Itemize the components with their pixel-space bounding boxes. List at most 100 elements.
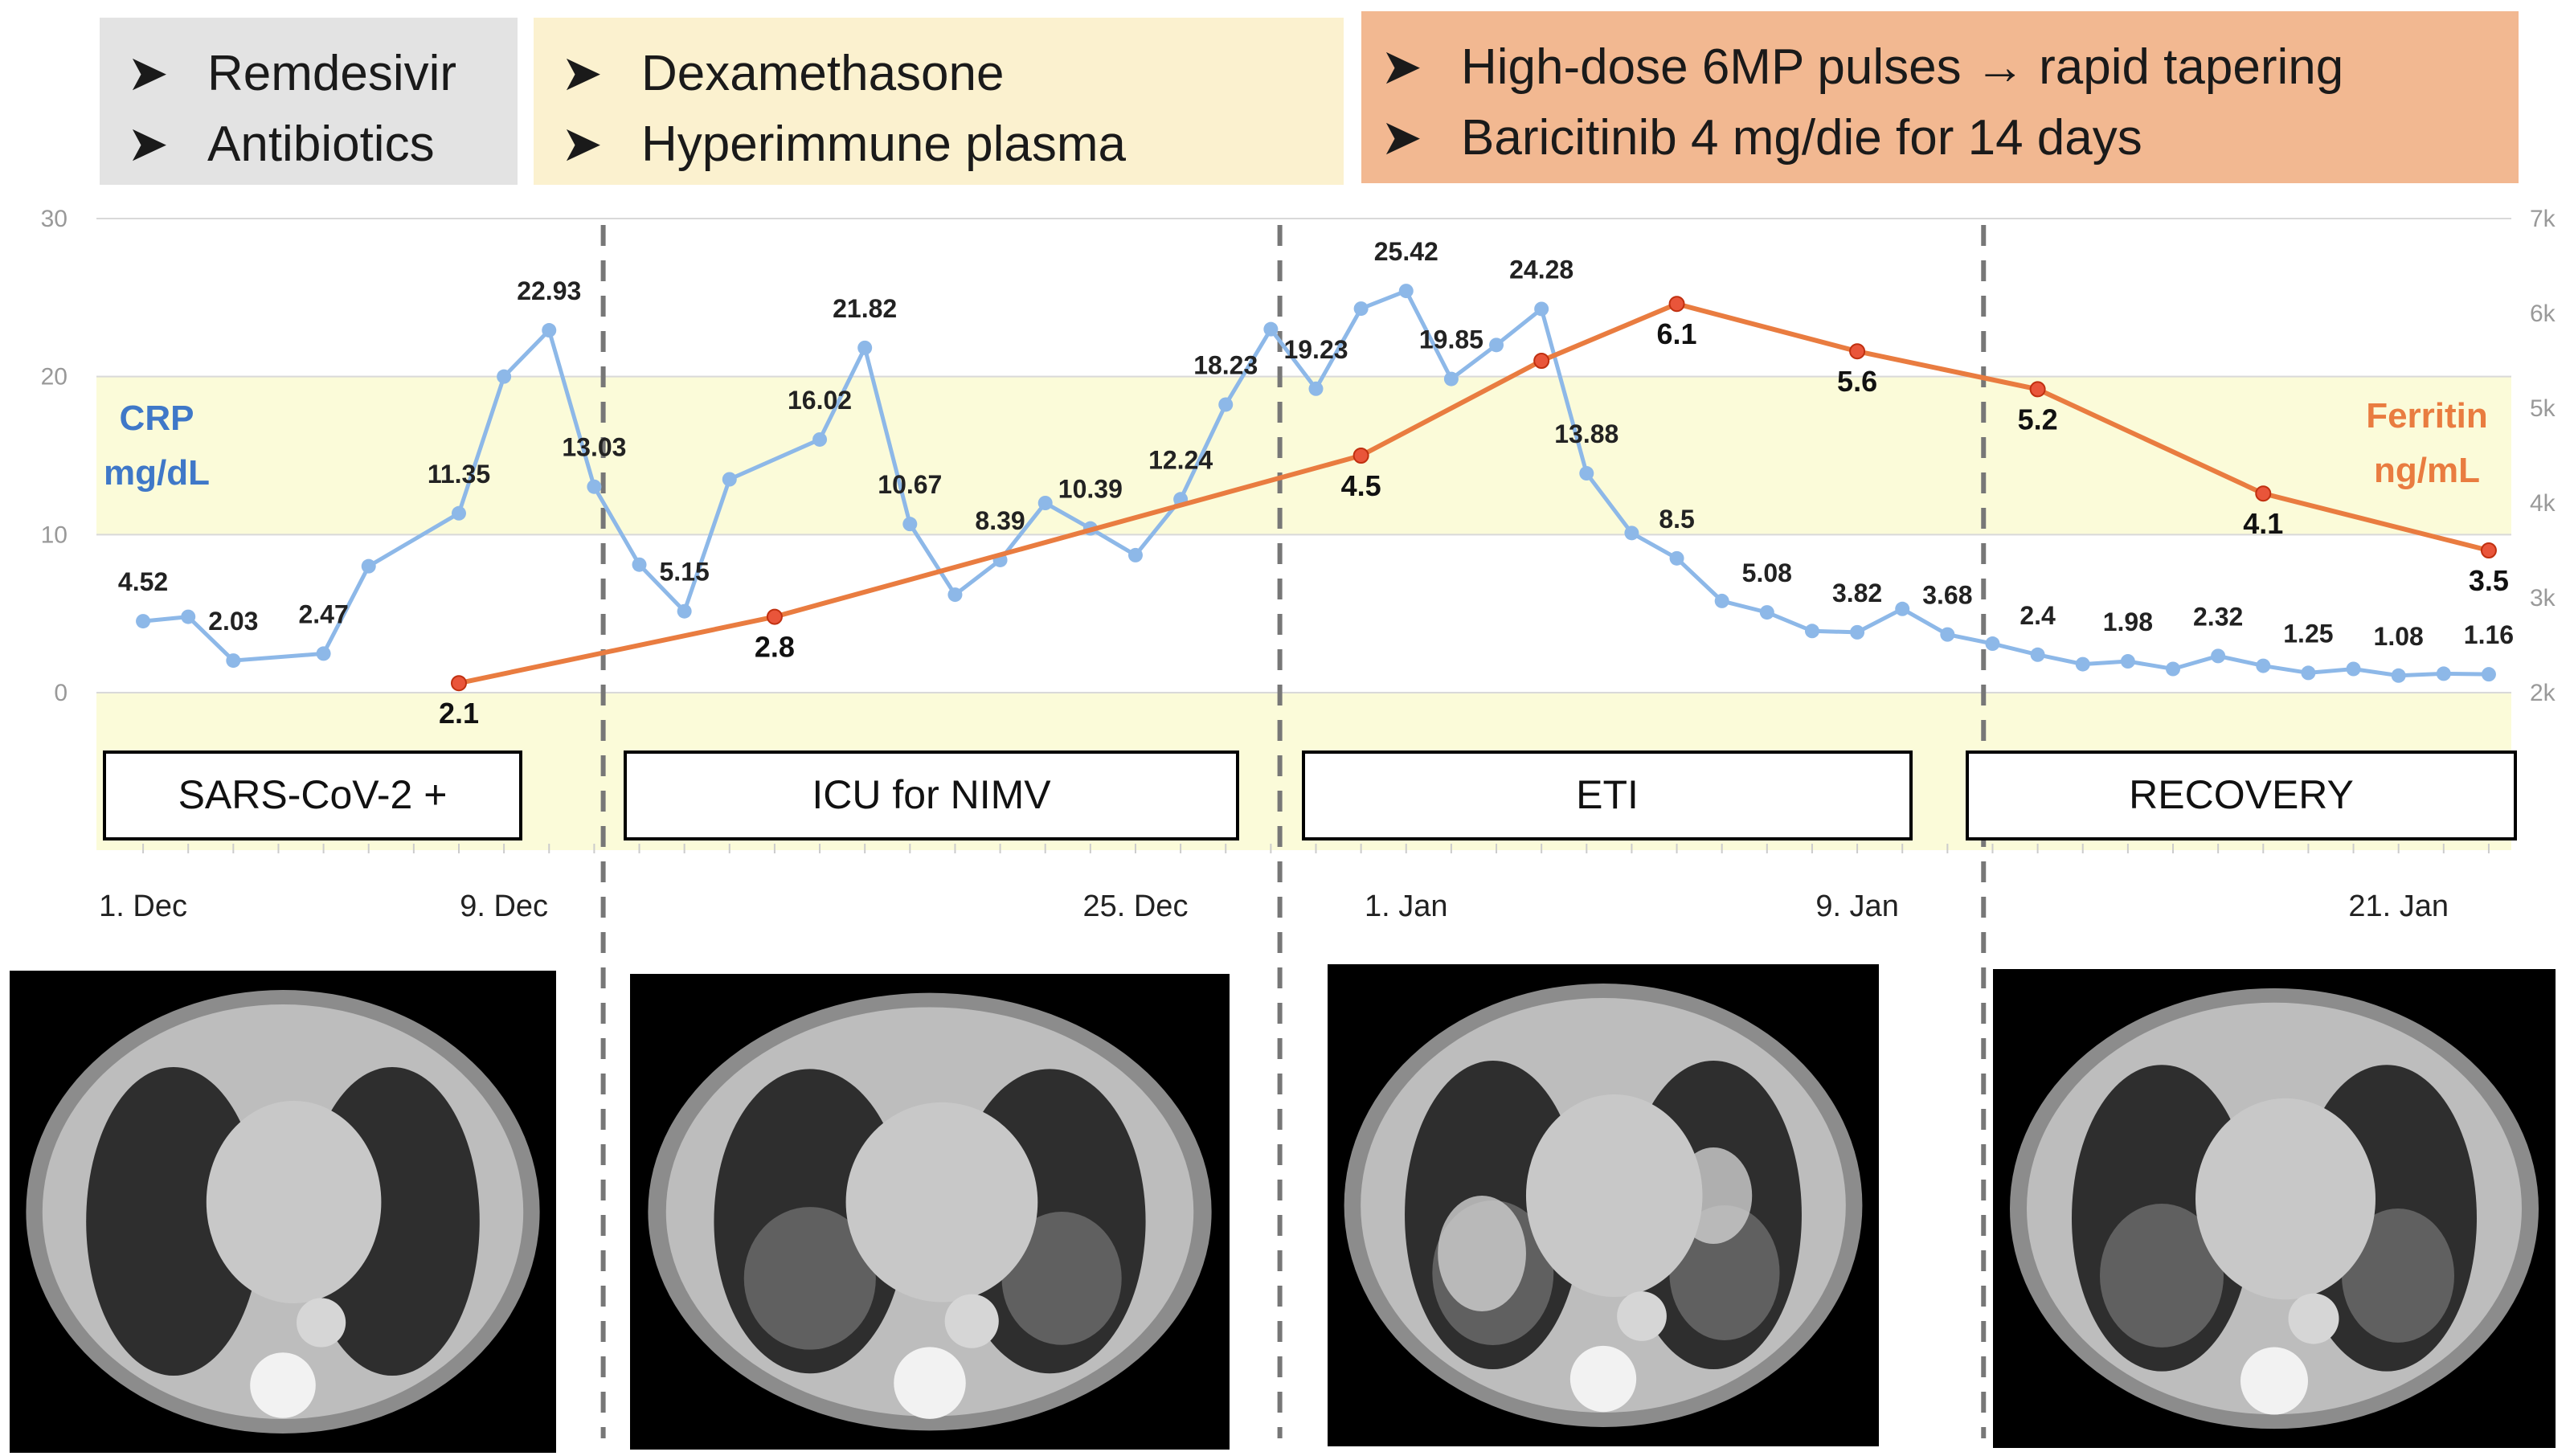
crp-data-label: 1.16	[2464, 620, 2514, 649]
crp-data-label: 24.28	[1509, 255, 1573, 284]
crp-point	[542, 323, 557, 338]
ferritin-point	[766, 608, 783, 625]
heart	[1525, 1094, 1703, 1297]
arrowhead-bullet-icon: ➤	[1381, 39, 1422, 95]
phase-box	[1302, 750, 1913, 840]
crp-data-label: 8.39	[975, 506, 1025, 535]
consolidation	[1438, 1196, 1526, 1311]
crp-data-label: 1.25	[2283, 619, 2333, 648]
ferritin-data-label: 5.2	[2018, 403, 2058, 436]
treatment-box-1: ➤ Remdesivir ➤ Antibiotics	[100, 18, 518, 185]
crp-point	[1489, 337, 1504, 353]
ferritin-data-label: 2.8	[755, 631, 795, 664]
crp-point	[136, 614, 151, 629]
crp-point	[1127, 547, 1143, 562]
x-axis-tick-label: 1. Dec	[99, 890, 187, 923]
crp-point	[812, 431, 828, 447]
arrowhead-bullet-icon: ➤	[561, 46, 603, 101]
phase-label: ICU for NIMV	[812, 772, 1051, 817]
crp-point	[1624, 526, 1639, 541]
treatment-item: ➤ Dexamethasone	[561, 39, 1344, 109]
crp-point	[361, 558, 376, 574]
aorta	[2288, 1293, 2339, 1344]
crp-point	[2120, 654, 2135, 669]
ct-scan-image-3	[1328, 964, 1879, 1446]
crp-point	[2301, 665, 2316, 681]
crp-point	[451, 505, 466, 521]
crp-data-label: 21.82	[833, 294, 897, 323]
crp-point	[947, 587, 963, 603]
arrowhead-bullet-icon: ➤	[1381, 110, 1422, 166]
ct-scan-image-2	[630, 974, 1230, 1450]
phase-box	[624, 750, 1239, 840]
crp-point	[1850, 624, 1865, 640]
crp-point	[587, 479, 602, 494]
crp-data-label: 10.39	[1058, 475, 1123, 504]
crp-point	[2391, 668, 2406, 683]
right-axis-tick-label: 6k	[2530, 301, 2556, 327]
crp-data-label: 18.23	[1193, 350, 1258, 379]
crp-data-label: 13.03	[562, 433, 626, 462]
aorta	[1617, 1291, 1667, 1341]
crp-point	[1669, 550, 1684, 566]
ferritin-point	[2029, 381, 2046, 398]
crp-point	[316, 646, 331, 661]
ferritin-axis-label: Ferritin	[2366, 396, 2488, 436]
crp-point	[1308, 381, 1324, 396]
heart	[2195, 1098, 2376, 1300]
ferritin-point	[1533, 353, 1550, 369]
crp-data-label: 10.67	[878, 470, 942, 499]
crp-point	[1759, 605, 1774, 620]
ct-scan-lung-image	[26, 990, 540, 1434]
reference-band-upper	[96, 376, 2511, 535]
phase-label: ETI	[1576, 772, 1639, 817]
phase-label: SARS-CoV-2 +	[178, 772, 448, 817]
crp-data-label: 2.4	[2020, 601, 2056, 630]
spine	[1569, 1345, 1637, 1413]
crp-data-label: 1.08	[2374, 622, 2424, 651]
spine	[250, 1352, 316, 1418]
right-axis-tick-label: 5k	[2530, 395, 2556, 422]
crp-series-line	[142, 288, 2489, 678]
crp-point	[632, 557, 647, 572]
ferritin-point	[2480, 542, 2497, 558]
ferritin-data-label: 4.1	[2243, 507, 2283, 540]
crp-data-label: 25.42	[1374, 237, 1438, 266]
ferritin-point	[1352, 448, 1369, 464]
crp-point	[2211, 648, 2226, 664]
crp-data-label: 3.82	[1832, 579, 1882, 607]
crp-data-label: 4.52	[118, 567, 168, 596]
crp-point	[722, 472, 737, 487]
crp-point	[1263, 321, 1279, 337]
ferritin-axis-label: ng/mL	[2374, 451, 2480, 490]
ferritin-point	[2255, 485, 2272, 502]
phase-box	[1966, 750, 2517, 840]
spine	[2240, 1347, 2308, 1415]
crp-point	[1218, 397, 1234, 412]
crp-point	[497, 369, 512, 384]
crp-data-label: 2.03	[208, 607, 258, 636]
left-axis-tick-label: 30	[41, 206, 68, 232]
ferritin-data-label: 5.6	[1837, 365, 1877, 398]
crp-axis-label: CRP	[120, 399, 194, 438]
crp-data-label: 12.24	[1148, 445, 1213, 474]
ground-glass-opacity	[2100, 1204, 2224, 1348]
ct-scan-image-1	[10, 971, 556, 1453]
x-axis-tick-label: 21. Jan	[2348, 890, 2449, 923]
arrowhead-bullet-icon: ➤	[127, 46, 169, 101]
crp-point	[1443, 371, 1459, 386]
crp-data-label: 5.08	[1742, 558, 1792, 587]
crp-point	[857, 340, 873, 355]
ferritin-data-label: 2.1	[439, 697, 479, 730]
heart	[206, 1101, 382, 1303]
crp-point	[1714, 593, 1729, 608]
aorta	[944, 1294, 999, 1348]
right-axis-tick-label: 3k	[2530, 585, 2556, 611]
crp-point	[2481, 667, 2496, 682]
crp-point	[2436, 666, 2451, 681]
right-axis-tick-label: 7k	[2530, 206, 2556, 232]
heart	[845, 1102, 1038, 1303]
ground-glass-opacity	[2342, 1209, 2454, 1343]
crp-point	[1579, 466, 1594, 481]
